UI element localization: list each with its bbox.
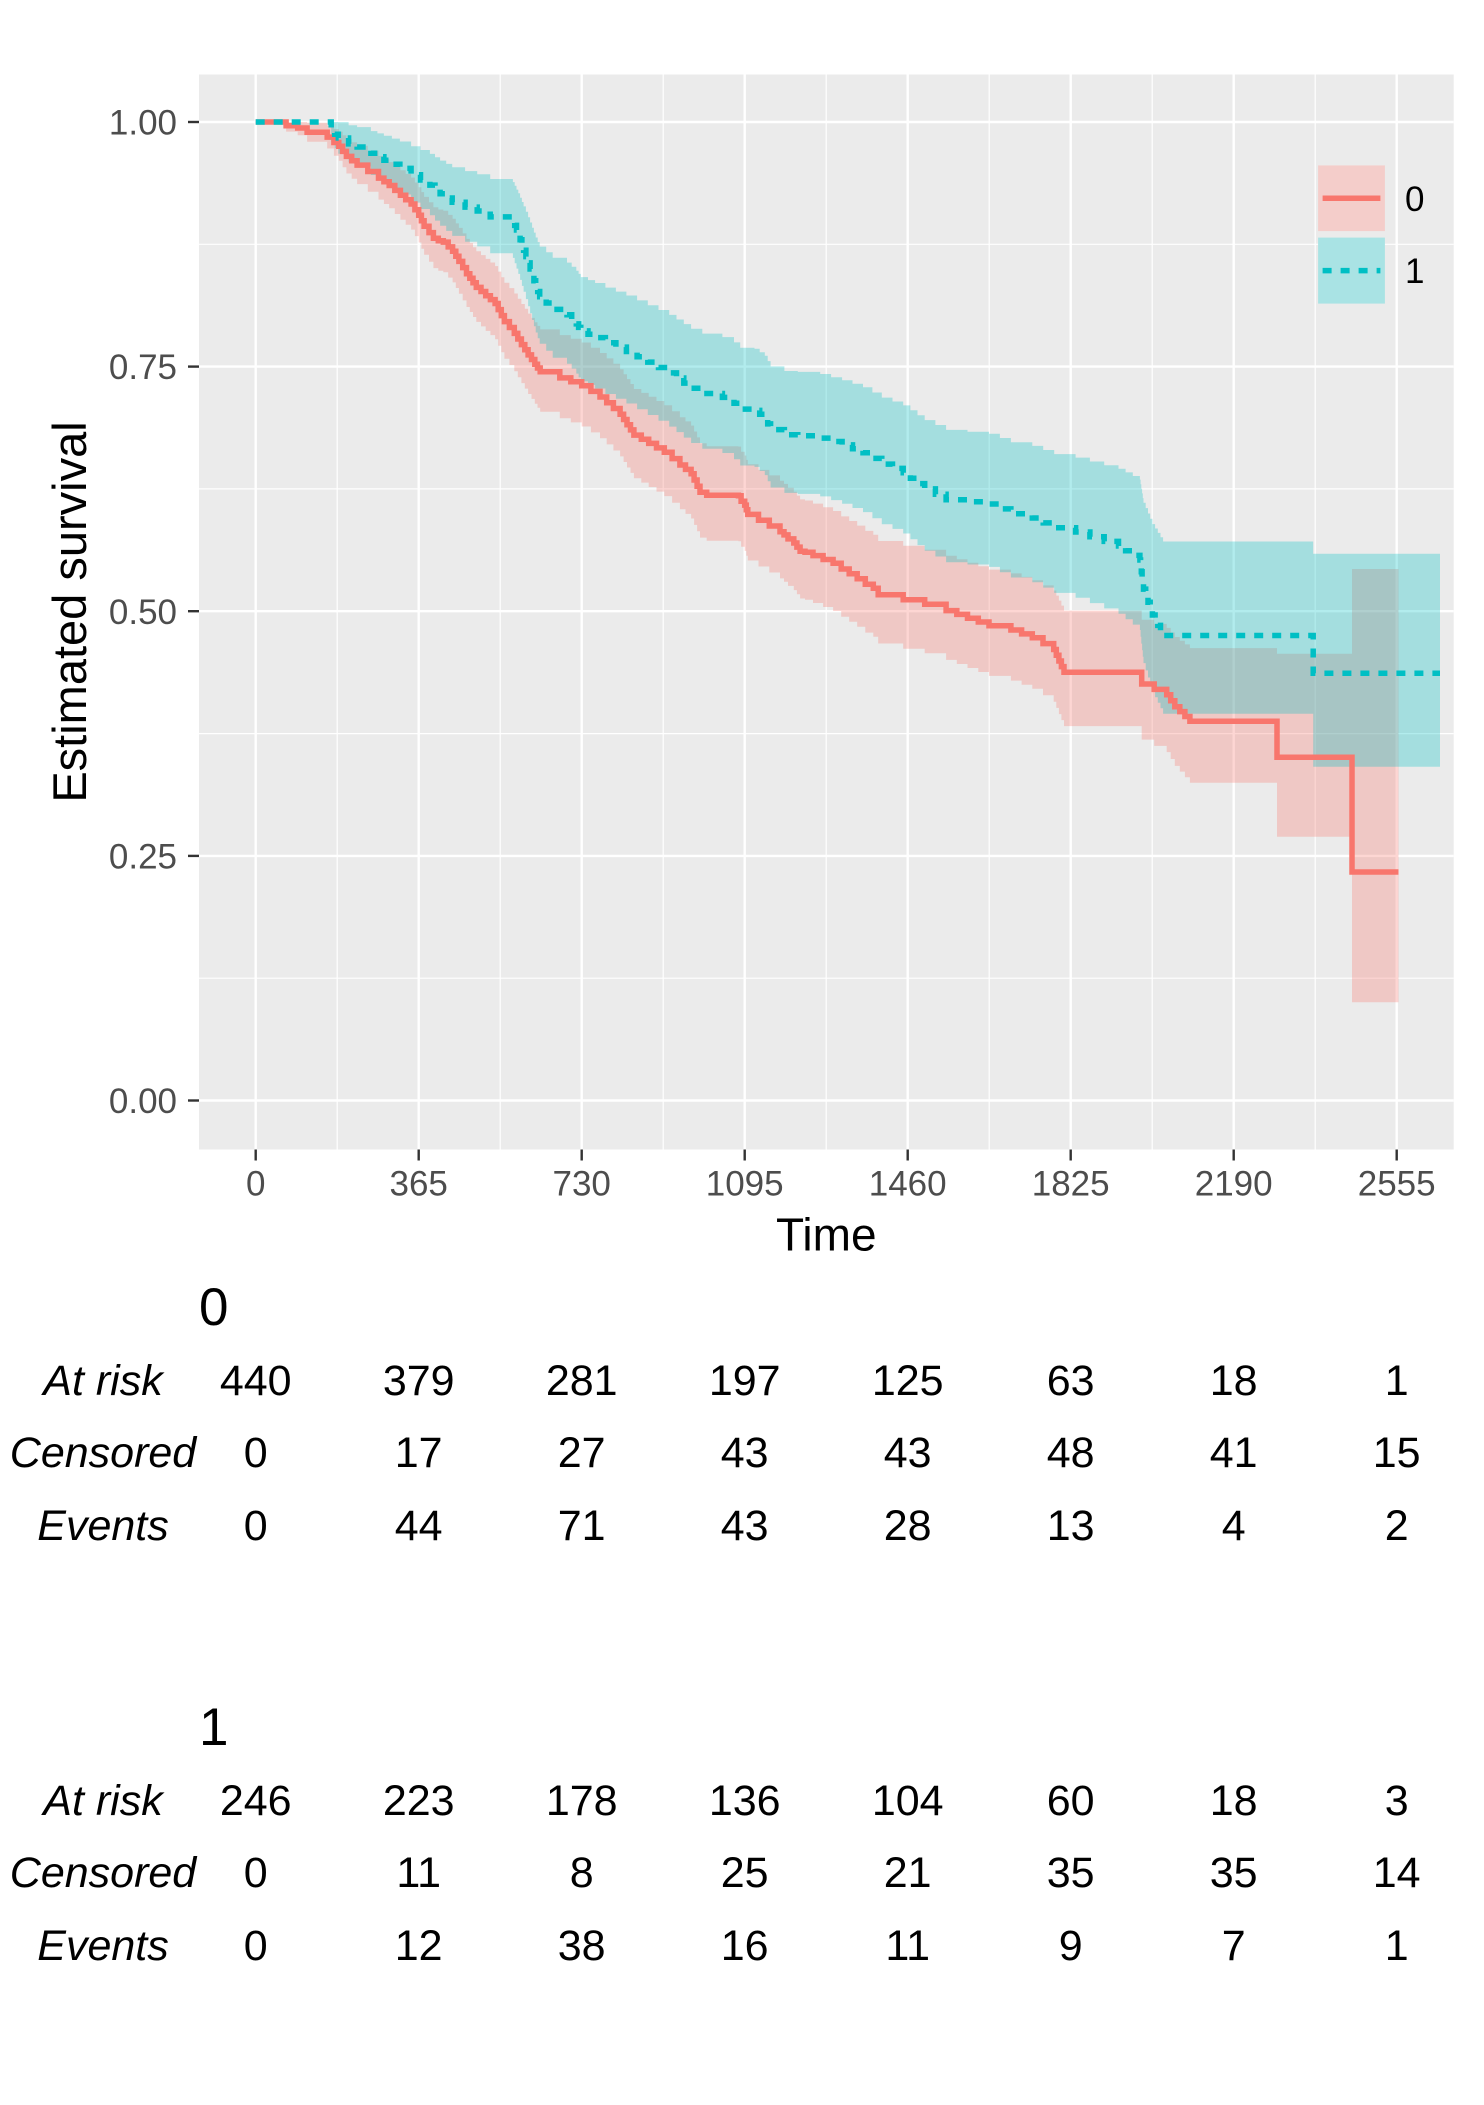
svg-text:Events: Events [37, 1922, 168, 1970]
svg-text:1460: 1460 [869, 1165, 947, 1204]
svg-text:0: 0 [1405, 180, 1424, 219]
svg-text:Events: Events [37, 1502, 168, 1550]
svg-text:104: 104 [872, 1777, 944, 1825]
svg-text:11: 11 [885, 1922, 930, 1970]
svg-text:9: 9 [1059, 1922, 1083, 1970]
svg-text:2190: 2190 [1195, 1165, 1273, 1204]
svg-text:60: 60 [1047, 1777, 1095, 1825]
svg-text:3: 3 [1385, 1777, 1409, 1825]
svg-text:35: 35 [1047, 1849, 1095, 1897]
svg-text:246: 246 [220, 1777, 292, 1825]
svg-text:0.25: 0.25 [109, 837, 177, 876]
svg-text:4: 4 [1222, 1502, 1246, 1550]
svg-text:0.75: 0.75 [109, 348, 177, 387]
svg-text:1: 1 [1385, 1922, 1409, 1970]
svg-text:35: 35 [1210, 1849, 1258, 1897]
svg-text:7: 7 [1222, 1922, 1246, 1970]
svg-text:0: 0 [244, 1922, 268, 1970]
svg-text:0: 0 [246, 1165, 265, 1204]
svg-text:17: 17 [395, 1429, 443, 1477]
svg-text:0: 0 [244, 1849, 268, 1897]
svg-text:14: 14 [1373, 1849, 1421, 1897]
svg-text:21: 21 [884, 1849, 932, 1897]
svg-text:1: 1 [1385, 1357, 1409, 1405]
svg-text:13: 13 [1047, 1502, 1095, 1550]
svg-text:28: 28 [884, 1502, 932, 1550]
svg-text:43: 43 [721, 1429, 769, 1477]
svg-text:730: 730 [552, 1165, 610, 1204]
svg-text:125: 125 [872, 1357, 944, 1405]
svg-text:At risk: At risk [40, 1777, 165, 1825]
svg-text:0: 0 [244, 1502, 268, 1550]
svg-text:1: 1 [199, 1698, 228, 1757]
svg-text:281: 281 [546, 1357, 618, 1405]
svg-text:1: 1 [1405, 252, 1424, 291]
svg-text:197: 197 [709, 1357, 781, 1405]
svg-text:2555: 2555 [1358, 1165, 1436, 1204]
svg-text:63: 63 [1047, 1357, 1095, 1405]
svg-text:41: 41 [1210, 1429, 1258, 1477]
svg-text:44: 44 [395, 1502, 443, 1550]
svg-text:1.00: 1.00 [109, 104, 177, 143]
svg-text:0.00: 0.00 [109, 1082, 177, 1121]
svg-text:18: 18 [1210, 1357, 1258, 1405]
svg-text:At risk: At risk [40, 1357, 165, 1405]
svg-text:16: 16 [721, 1922, 769, 1970]
svg-text:25: 25 [721, 1849, 769, 1897]
svg-text:12: 12 [395, 1922, 443, 1970]
svg-text:71: 71 [558, 1502, 606, 1550]
svg-text:15: 15 [1373, 1429, 1421, 1477]
svg-text:0: 0 [244, 1429, 268, 1477]
svg-text:2: 2 [1385, 1502, 1409, 1550]
svg-text:43: 43 [721, 1502, 769, 1550]
svg-text:Censored: Censored [10, 1849, 199, 1897]
svg-text:8: 8 [570, 1849, 594, 1897]
svg-text:178: 178 [546, 1777, 618, 1825]
svg-text:38: 38 [558, 1922, 606, 1970]
svg-text:Estimated survival: Estimated survival [43, 421, 96, 802]
svg-text:18: 18 [1210, 1777, 1258, 1825]
svg-text:27: 27 [558, 1429, 606, 1477]
svg-text:223: 223 [383, 1777, 455, 1825]
svg-text:Censored: Censored [10, 1429, 199, 1477]
svg-text:43: 43 [884, 1429, 932, 1477]
svg-text:1825: 1825 [1032, 1165, 1110, 1204]
svg-text:379: 379 [383, 1357, 455, 1405]
svg-text:1095: 1095 [706, 1165, 784, 1204]
svg-text:48: 48 [1047, 1429, 1095, 1477]
svg-text:0.50: 0.50 [109, 593, 177, 632]
svg-text:0: 0 [199, 1278, 228, 1337]
svg-text:365: 365 [389, 1165, 447, 1204]
svg-text:11: 11 [396, 1849, 441, 1897]
svg-text:Time: Time [776, 1209, 877, 1261]
svg-text:440: 440 [220, 1357, 292, 1405]
svg-text:136: 136 [709, 1777, 781, 1825]
